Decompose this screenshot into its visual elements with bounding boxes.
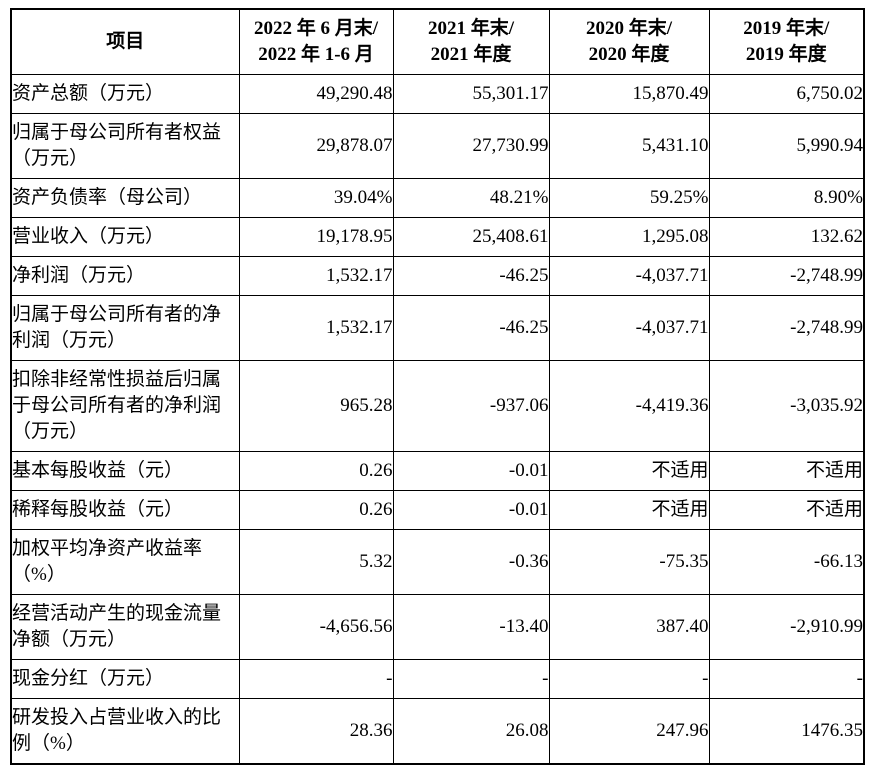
value-cell: 5,431.10 (548, 113, 710, 179)
column-header-2022: 2022 年 6 月末/ 2022 年 1-6 月 (238, 8, 394, 75)
value-cell: -4,037.71 (548, 295, 710, 361)
row-label: 基本每股收益（元） (10, 451, 240, 491)
value-cell: 27,730.99 (392, 113, 550, 179)
column-header-2019: 2019 年末/ 2019 年度 (708, 8, 865, 75)
table-row: 资产总额（万元） 49,290.48 55,301.17 15,870.49 6… (10, 74, 865, 114)
row-label: 扣除非经常性损益后归属于母公司所有者的净利润（万元） (10, 360, 240, 452)
row-label: 资产负债率（母公司） (10, 178, 240, 218)
row-label: 现金分红（万元） (10, 659, 240, 699)
value-cell: 49,290.48 (238, 74, 394, 114)
column-header-2021-line2: 2021 年度 (430, 44, 512, 65)
value-cell: 25,408.61 (392, 217, 550, 257)
value-cell: -3,035.92 (708, 360, 865, 452)
table-row: 加权平均净资产收益率（%） 5.32 -0.36 -75.35 -66.13 (10, 529, 865, 595)
row-label: 归属于母公司所有者的净利润（万元） (10, 295, 240, 361)
value-cell: 0.26 (238, 490, 394, 530)
table-row: 基本每股收益（元） 0.26 -0.01 不适用 不适用 (10, 451, 865, 491)
table-row: 稀释每股收益（元） 0.26 -0.01 不适用 不适用 (10, 490, 865, 530)
table-row: 现金分红（万元） - - - - (10, 659, 865, 699)
column-header-2022-line1: 2022 年 6 月末/ (253, 18, 379, 39)
value-cell: -2,748.99 (708, 256, 865, 296)
row-label: 研发投入占营业收入的比例（%） (10, 698, 240, 765)
table-row: 归属于母公司所有者权益（万元） 29,878.07 27,730.99 5,43… (10, 113, 865, 179)
column-header-2021: 2021 年末/ 2021 年度 (392, 8, 550, 75)
value-cell: -75.35 (548, 529, 710, 595)
table-row: 资产负债率（母公司） 39.04% 48.21% 59.25% 8.90% (10, 178, 865, 218)
column-header-2019-line2: 2019 年度 (745, 44, 827, 65)
value-cell: 48.21% (392, 178, 550, 218)
value-cell: 5.32 (238, 529, 394, 595)
value-cell: -937.06 (392, 360, 550, 452)
value-cell: 132.62 (708, 217, 865, 257)
value-cell: -2,748.99 (708, 295, 865, 361)
value-cell: 5,990.94 (708, 113, 865, 179)
value-cell: -0.01 (392, 451, 550, 491)
value-cell: - (708, 659, 865, 699)
value-cell: 39.04% (238, 178, 394, 218)
column-header-2020-line1: 2020 年末/ (585, 18, 673, 39)
row-label: 加权平均净资产收益率（%） (10, 529, 240, 595)
table-row: 净利润（万元） 1,532.17 -46.25 -4,037.71 -2,748… (10, 256, 865, 296)
value-cell: -46.25 (392, 295, 550, 361)
column-header-2020-line2: 2020 年度 (588, 44, 670, 65)
value-cell: -4,656.56 (238, 594, 394, 660)
value-cell: 387.40 (548, 594, 710, 660)
value-cell: 59.25% (548, 178, 710, 218)
value-cell: -4,419.36 (548, 360, 710, 452)
value-cell: 26.08 (392, 698, 550, 765)
value-cell: - (392, 659, 550, 699)
value-cell: -46.25 (392, 256, 550, 296)
table-row: 扣除非经常性损益后归属于母公司所有者的净利润（万元） 965.28 -937.0… (10, 360, 865, 452)
column-header-2020: 2020 年末/ 2020 年度 (548, 8, 710, 75)
table-row: 经营活动产生的现金流量净额（万元） -4,656.56 -13.40 387.4… (10, 594, 865, 660)
value-cell: 8.90% (708, 178, 865, 218)
value-cell: 1,295.08 (548, 217, 710, 257)
value-cell: 0.26 (238, 451, 394, 491)
row-label: 净利润（万元） (10, 256, 240, 296)
value-cell: - (238, 659, 394, 699)
value-cell: -0.01 (392, 490, 550, 530)
table-row: 归属于母公司所有者的净利润（万元） 1,532.17 -46.25 -4,037… (10, 295, 865, 361)
value-cell: 1,532.17 (238, 295, 394, 361)
row-label: 经营活动产生的现金流量净额（万元） (10, 594, 240, 660)
table-row: 营业收入（万元） 19,178.95 25,408.61 1,295.08 13… (10, 217, 865, 257)
value-cell: -4,037.71 (548, 256, 710, 296)
value-cell: 19,178.95 (238, 217, 394, 257)
value-cell: 不适用 (708, 451, 865, 491)
value-cell: 247.96 (548, 698, 710, 765)
column-header-item: 项目 (10, 8, 240, 75)
column-header-item-label: 项目 (106, 31, 145, 52)
value-cell: 6,750.02 (708, 74, 865, 114)
value-cell: 15,870.49 (548, 74, 710, 114)
row-label: 营业收入（万元） (10, 217, 240, 257)
value-cell: 1476.35 (708, 698, 865, 765)
value-cell: 965.28 (238, 360, 394, 452)
header-row: 项目 2022 年 6 月末/ 2022 年 1-6 月 2021 年末/ 20… (10, 8, 865, 75)
row-label: 资产总额（万元） (10, 74, 240, 114)
value-cell: 不适用 (708, 490, 865, 530)
value-cell: 55,301.17 (392, 74, 550, 114)
financial-summary-table: 项目 2022 年 6 月末/ 2022 年 1-6 月 2021 年末/ 20… (10, 8, 865, 765)
document-page: 项目 2022 年 6 月末/ 2022 年 1-6 月 2021 年末/ 20… (10, 8, 865, 765)
row-label: 稀释每股收益（元） (10, 490, 240, 530)
value-cell: -66.13 (708, 529, 865, 595)
value-cell: 不适用 (548, 451, 710, 491)
value-cell: -13.40 (392, 594, 550, 660)
row-label: 归属于母公司所有者权益（万元） (10, 113, 240, 179)
value-cell: 不适用 (548, 490, 710, 530)
value-cell: 29,878.07 (238, 113, 394, 179)
value-cell: 1,532.17 (238, 256, 394, 296)
value-cell: - (548, 659, 710, 699)
value-cell: -0.36 (392, 529, 550, 595)
column-header-2022-line2: 2022 年 1-6 月 (258, 44, 374, 65)
value-cell: 28.36 (238, 698, 394, 765)
column-header-2019-line1: 2019 年末/ (743, 18, 830, 39)
value-cell: -2,910.99 (708, 594, 865, 660)
table-row: 研发投入占营业收入的比例（%） 28.36 26.08 247.96 1476.… (10, 698, 865, 765)
column-header-2021-line1: 2021 年末/ (427, 18, 515, 39)
